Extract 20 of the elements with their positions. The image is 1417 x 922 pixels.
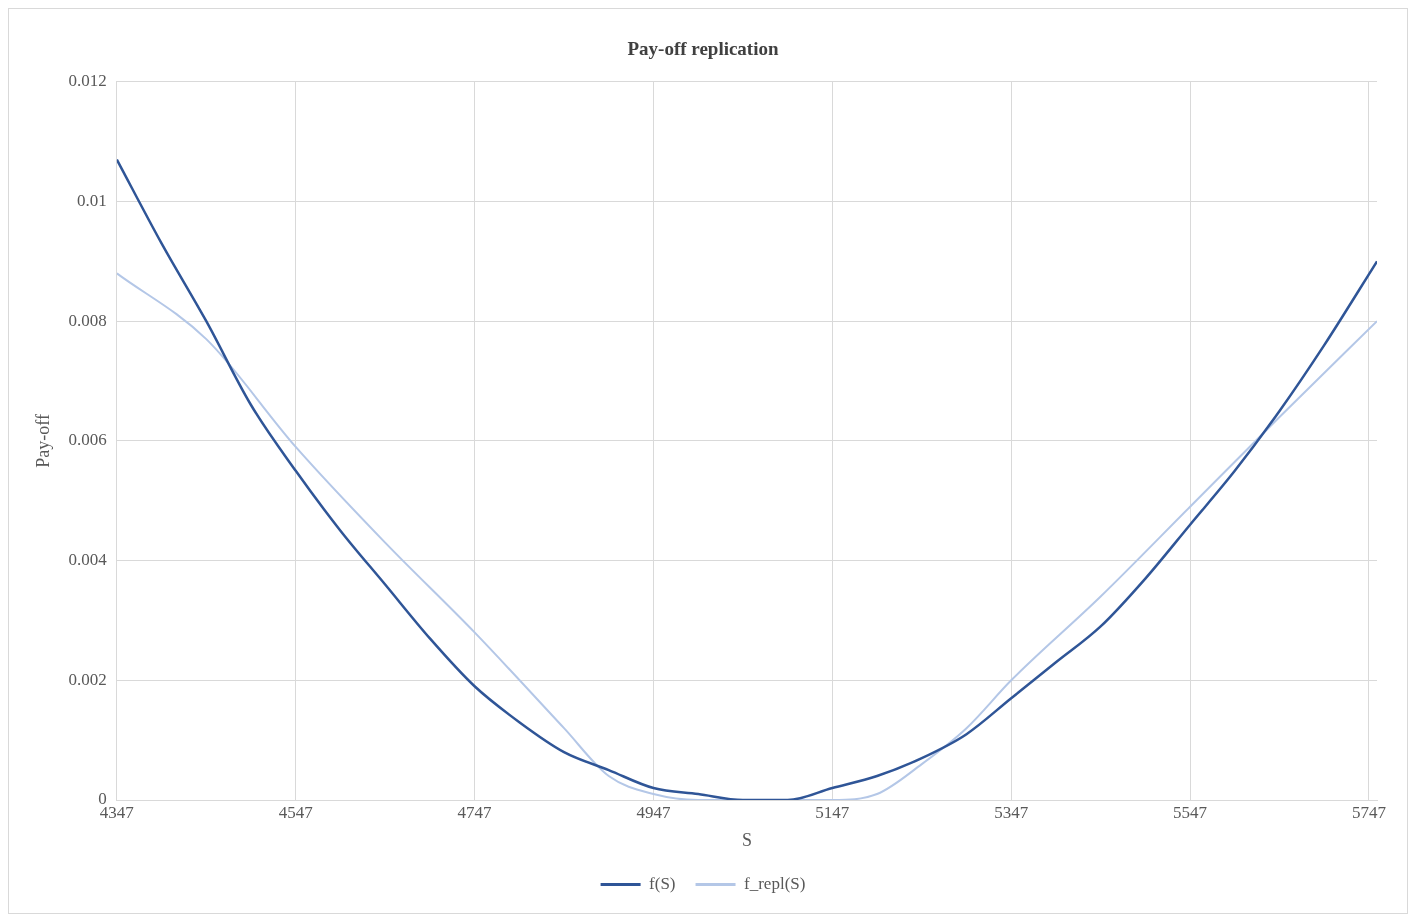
- y-tick-label: 0.012: [68, 71, 107, 91]
- y-tick-label: 0.008: [68, 310, 107, 330]
- legend-label: f_repl(S): [744, 873, 806, 893]
- y-tick-label: 0.002: [68, 669, 107, 689]
- y-tick-label: 0.006: [68, 430, 107, 450]
- x-tick-label: 5747: [1351, 802, 1387, 822]
- x-tick-label: 5147: [815, 802, 850, 822]
- chart-title: Pay-off replication: [627, 38, 779, 60]
- x-tick-label: 4747: [457, 802, 493, 822]
- x-tick-label: 5547: [1173, 802, 1208, 822]
- x-tick-label: 5347: [994, 802, 1029, 822]
- x-axis-title: S: [741, 829, 752, 850]
- y-axis-title: Pay-off: [32, 414, 53, 468]
- line-series: [116, 272, 1377, 800]
- y-tick-label: 0.004: [68, 550, 108, 570]
- x-tick-label: 4547: [278, 802, 314, 822]
- legend-label: f(S): [649, 873, 676, 893]
- line-series: [116, 158, 1377, 800]
- y-tick-label: 0.01: [77, 190, 107, 210]
- x-tick-label: 4947: [636, 802, 671, 822]
